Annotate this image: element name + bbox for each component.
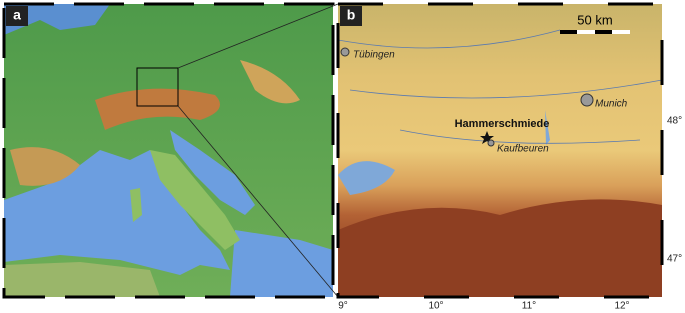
island bbox=[130, 188, 142, 222]
site-label: Hammerschmiede bbox=[455, 118, 550, 130]
mountains bbox=[338, 199, 662, 297]
frame bbox=[2, 2, 335, 299]
sea bbox=[4, 150, 230, 275]
panel-a-map bbox=[4, 4, 333, 297]
lon-label: 10° bbox=[428, 301, 443, 312]
scale-bar bbox=[577, 30, 595, 34]
scale-label: 50 km bbox=[577, 12, 612, 27]
scale-bar bbox=[612, 30, 630, 34]
lake-constance bbox=[338, 161, 395, 195]
lat-label: 48° bbox=[667, 116, 682, 127]
city-marker bbox=[487, 139, 495, 147]
sea bbox=[4, 4, 110, 35]
lon-label: 9° bbox=[338, 301, 348, 312]
connector bbox=[177, 3, 339, 69]
place-label: Kaufbeuren bbox=[497, 144, 549, 155]
frame bbox=[336, 2, 664, 299]
label-box bbox=[340, 6, 362, 26]
lon-label: 11° bbox=[522, 301, 536, 312]
city-marker bbox=[580, 93, 594, 107]
rivers bbox=[338, 29, 662, 144]
label-box bbox=[6, 6, 28, 26]
panel-label: b bbox=[347, 7, 356, 23]
sea bbox=[170, 130, 255, 215]
place-label: Tübingen bbox=[353, 50, 395, 61]
inset-box bbox=[136, 67, 179, 107]
italy bbox=[150, 150, 240, 250]
africa bbox=[4, 262, 160, 297]
iberia-mountains bbox=[10, 147, 80, 186]
alps bbox=[95, 88, 220, 130]
lat-label: 47° bbox=[667, 254, 682, 265]
panel-b-map: 50 km Tübingen Munich Hammerschmiede Kau… bbox=[338, 4, 662, 297]
place-label: Munich bbox=[595, 99, 628, 110]
connector bbox=[177, 105, 339, 298]
carpathians bbox=[240, 60, 300, 104]
city-marker bbox=[340, 47, 350, 57]
sea bbox=[230, 230, 333, 297]
panel-label: a bbox=[13, 7, 21, 23]
lake bbox=[545, 110, 550, 145]
lon-label: 12° bbox=[614, 301, 629, 312]
